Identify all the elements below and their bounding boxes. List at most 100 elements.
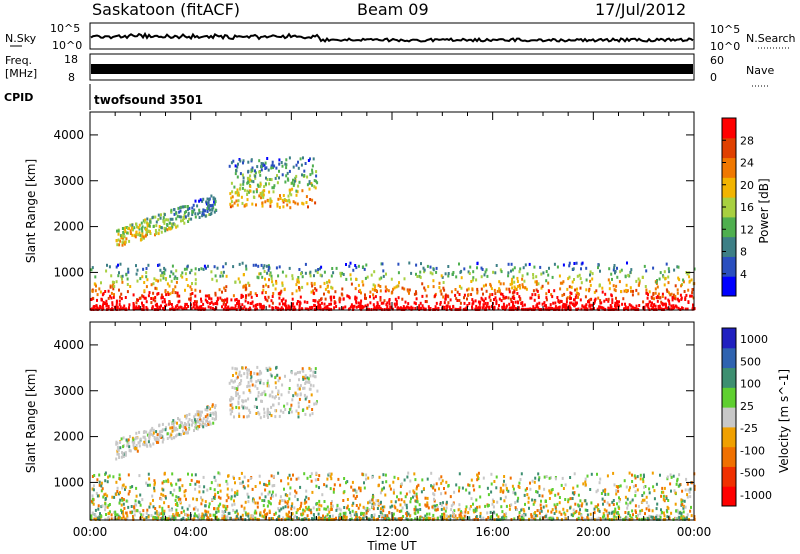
freq-tick-bottom: 8 [68, 71, 75, 84]
scatter-cell [400, 307, 403, 311]
scatter-cell [266, 512, 269, 516]
scatter-cell [264, 393, 267, 397]
scatter-cell [139, 277, 142, 281]
scatter-cell [164, 300, 166, 304]
scatter-cell [465, 505, 468, 509]
scatter-cell [598, 283, 601, 287]
scatter-cell [122, 483, 125, 487]
scatter-cell [304, 271, 307, 275]
scatter-cell [213, 200, 216, 204]
scatter-cell [129, 232, 132, 235]
scatter-cell [288, 188, 291, 192]
scatter-cell [255, 190, 258, 194]
scatter-cell [281, 173, 284, 177]
scatter-cell [554, 301, 557, 305]
scatter-cell [485, 307, 488, 311]
scatter-cell [537, 472, 540, 476]
scatter-cell [298, 397, 301, 401]
scatter-cell [170, 208, 173, 212]
scatter-cell [654, 304, 657, 308]
scatter-cell [531, 498, 534, 502]
scatter-cell [459, 307, 462, 311]
scatter-cell [287, 304, 290, 308]
scatter-cell [154, 303, 157, 307]
scatter-cell [164, 496, 167, 500]
scatter-cell [314, 367, 317, 371]
scatter-cell [662, 275, 665, 279]
scatter-cell [270, 178, 273, 182]
scatter-cell [118, 299, 121, 303]
scatter-cell [247, 500, 250, 504]
scatter-cell [643, 475, 645, 479]
scatter-cell [500, 270, 503, 274]
scatter-cell [199, 198, 202, 202]
scatter-cell [331, 267, 334, 270]
scatter-cell [345, 481, 347, 485]
scatter-cell [296, 190, 299, 194]
scatter-cell [259, 272, 262, 276]
scatter-cell [607, 297, 610, 301]
scatter-cell [573, 298, 575, 302]
scatter-cell [597, 263, 600, 267]
scatter-cell [443, 301, 446, 305]
scatter-cell [287, 178, 290, 182]
scatter-cell [264, 495, 267, 499]
scatter-cell [306, 376, 309, 380]
scatter-cell [123, 506, 126, 510]
scatter-cell [158, 424, 161, 428]
colorbar-swatch [722, 486, 736, 507]
scatter-cell [266, 408, 269, 412]
scatter-cell [164, 495, 167, 498]
scatter-cell [421, 282, 424, 286]
scatter-cell [607, 307, 610, 311]
scatter-cell [438, 281, 441, 285]
scatter-cell [108, 503, 111, 506]
scatter-cell [632, 289, 634, 293]
scatter-cell [545, 292, 548, 296]
scatter-cell [674, 502, 677, 506]
scatter-cell [239, 172, 242, 176]
scatter-cell [549, 476, 552, 480]
scatter-cell [296, 202, 299, 206]
y-tick-label: 1000 [53, 265, 84, 279]
scatter-cell [447, 295, 450, 299]
scatter-cell [155, 220, 158, 224]
scatter-cell [310, 393, 313, 397]
scatter-cell [198, 216, 201, 219]
scatter-cell [285, 307, 288, 311]
scatter-cell [591, 307, 594, 311]
scatter-cell [625, 516, 628, 520]
scatter-cell [191, 210, 194, 214]
scatter-cell [625, 501, 628, 505]
scatter-cell [440, 274, 443, 278]
scatter-cell [501, 305, 504, 309]
scatter-cell [471, 302, 474, 306]
scatter-cell [639, 512, 642, 516]
scatter-cell [393, 504, 396, 508]
scatter-cell [564, 306, 567, 309]
scatter-cell [449, 514, 452, 518]
scatter-cell [499, 497, 502, 501]
scatter-cell [432, 517, 434, 521]
scatter-cell [165, 479, 168, 483]
scatter-cell [647, 302, 650, 306]
scatter-cell [302, 202, 305, 206]
scatter-cell [489, 515, 492, 519]
scatter-cell [272, 283, 275, 287]
scatter-cell [561, 281, 564, 285]
scatter-cell [236, 165, 239, 169]
scatter-cell [138, 440, 141, 444]
scatter-cell [643, 491, 646, 495]
scatter-cell [161, 300, 164, 304]
scatter-cell [205, 200, 208, 204]
scatter-cell [574, 502, 577, 506]
scatter-cell [369, 499, 372, 503]
scatter-cell [226, 505, 229, 508]
scatter-cell [572, 514, 574, 518]
scatter-cell [687, 488, 690, 492]
scatter-cell [675, 517, 678, 521]
scatter-cell [117, 238, 120, 242]
scatter-cell [270, 405, 273, 409]
scatter-cell [232, 380, 235, 384]
scatter-cell [662, 497, 665, 501]
